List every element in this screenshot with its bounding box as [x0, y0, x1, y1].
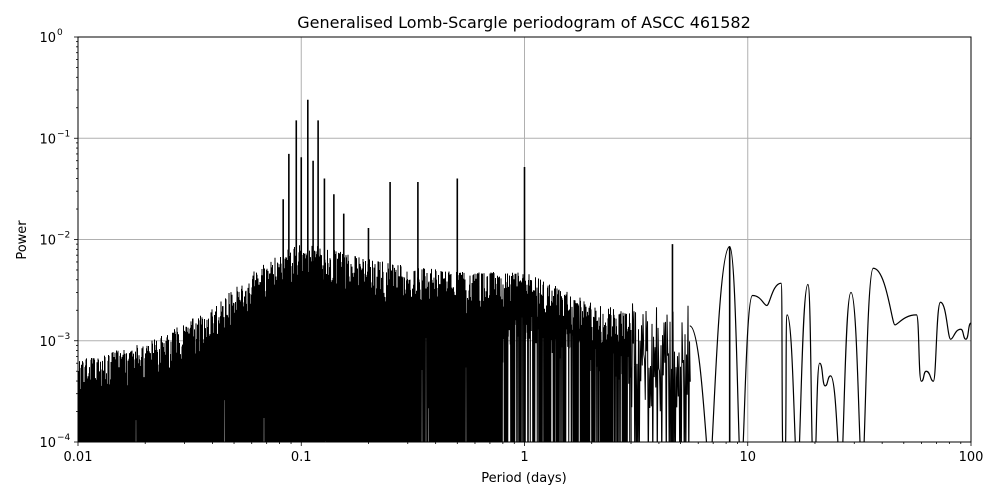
- y-tick-label: 10: [39, 335, 56, 350]
- y-tick-exponent: 0: [57, 28, 63, 38]
- y-tick-label: 10: [39, 436, 56, 451]
- y-tick-label: 10: [39, 132, 56, 147]
- y-tick-exponent: −2: [57, 231, 70, 241]
- x-axis-ticks: 0.01 0.1 1 10 100: [64, 442, 984, 465]
- y-tick-label: 10: [39, 234, 56, 249]
- y-axis-label: Power: [15, 220, 30, 260]
- x-tick-label: 0.1: [291, 450, 312, 465]
- y-tick-label: 10: [39, 31, 56, 46]
- chart-title: Generalised Lomb-Scargle periodogram of …: [297, 13, 751, 32]
- x-tick-label: 100: [959, 450, 984, 465]
- y-tick-exponent: −3: [57, 332, 70, 342]
- long-period-trace: [689, 246, 971, 442]
- dense-periodogram-trace: [78, 245, 632, 442]
- y-tick-exponent: −1: [57, 129, 70, 139]
- transition-trace: [630, 303, 691, 442]
- x-axis-label: Period (days): [481, 471, 567, 486]
- x-tick-label: 0.01: [64, 450, 93, 465]
- x-tick-label: 10: [739, 450, 756, 465]
- y-tick-exponent: −4: [57, 433, 71, 443]
- x-tick-label: 1: [520, 450, 528, 465]
- periodogram-series: [78, 99, 971, 442]
